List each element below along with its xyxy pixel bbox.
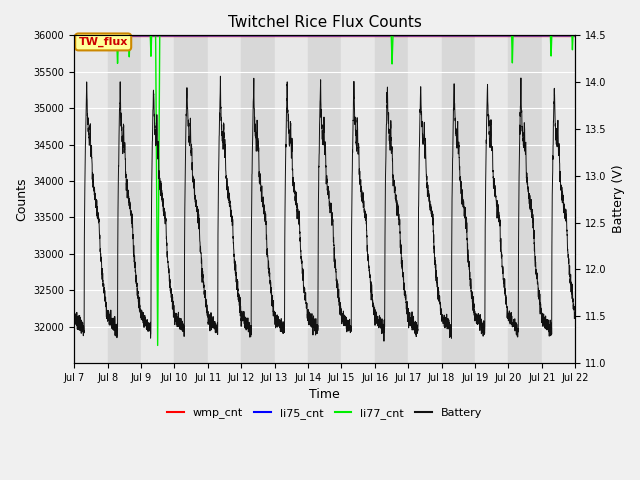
Bar: [208, 36, 241, 363]
Bar: [241, 36, 275, 363]
Bar: [275, 36, 308, 363]
Bar: [141, 36, 174, 363]
Y-axis label: Counts: Counts: [15, 178, 28, 221]
Bar: [541, 36, 575, 363]
Bar: [475, 36, 508, 363]
Bar: [308, 36, 341, 363]
Bar: [508, 36, 541, 363]
Bar: [374, 36, 408, 363]
Legend: wmp_cnt, li75_cnt, li77_cnt, Battery: wmp_cnt, li75_cnt, li77_cnt, Battery: [163, 403, 486, 423]
X-axis label: Time: Time: [309, 388, 340, 401]
Bar: [174, 36, 208, 363]
Bar: [408, 36, 442, 363]
Bar: [341, 36, 374, 363]
Bar: [575, 36, 609, 363]
Bar: [74, 36, 108, 363]
Title: Twitchel Rice Flux Counts: Twitchel Rice Flux Counts: [228, 15, 422, 30]
Text: TW_flux: TW_flux: [79, 37, 128, 47]
Bar: [442, 36, 475, 363]
Bar: [108, 36, 141, 363]
Y-axis label: Battery (V): Battery (V): [612, 165, 625, 233]
